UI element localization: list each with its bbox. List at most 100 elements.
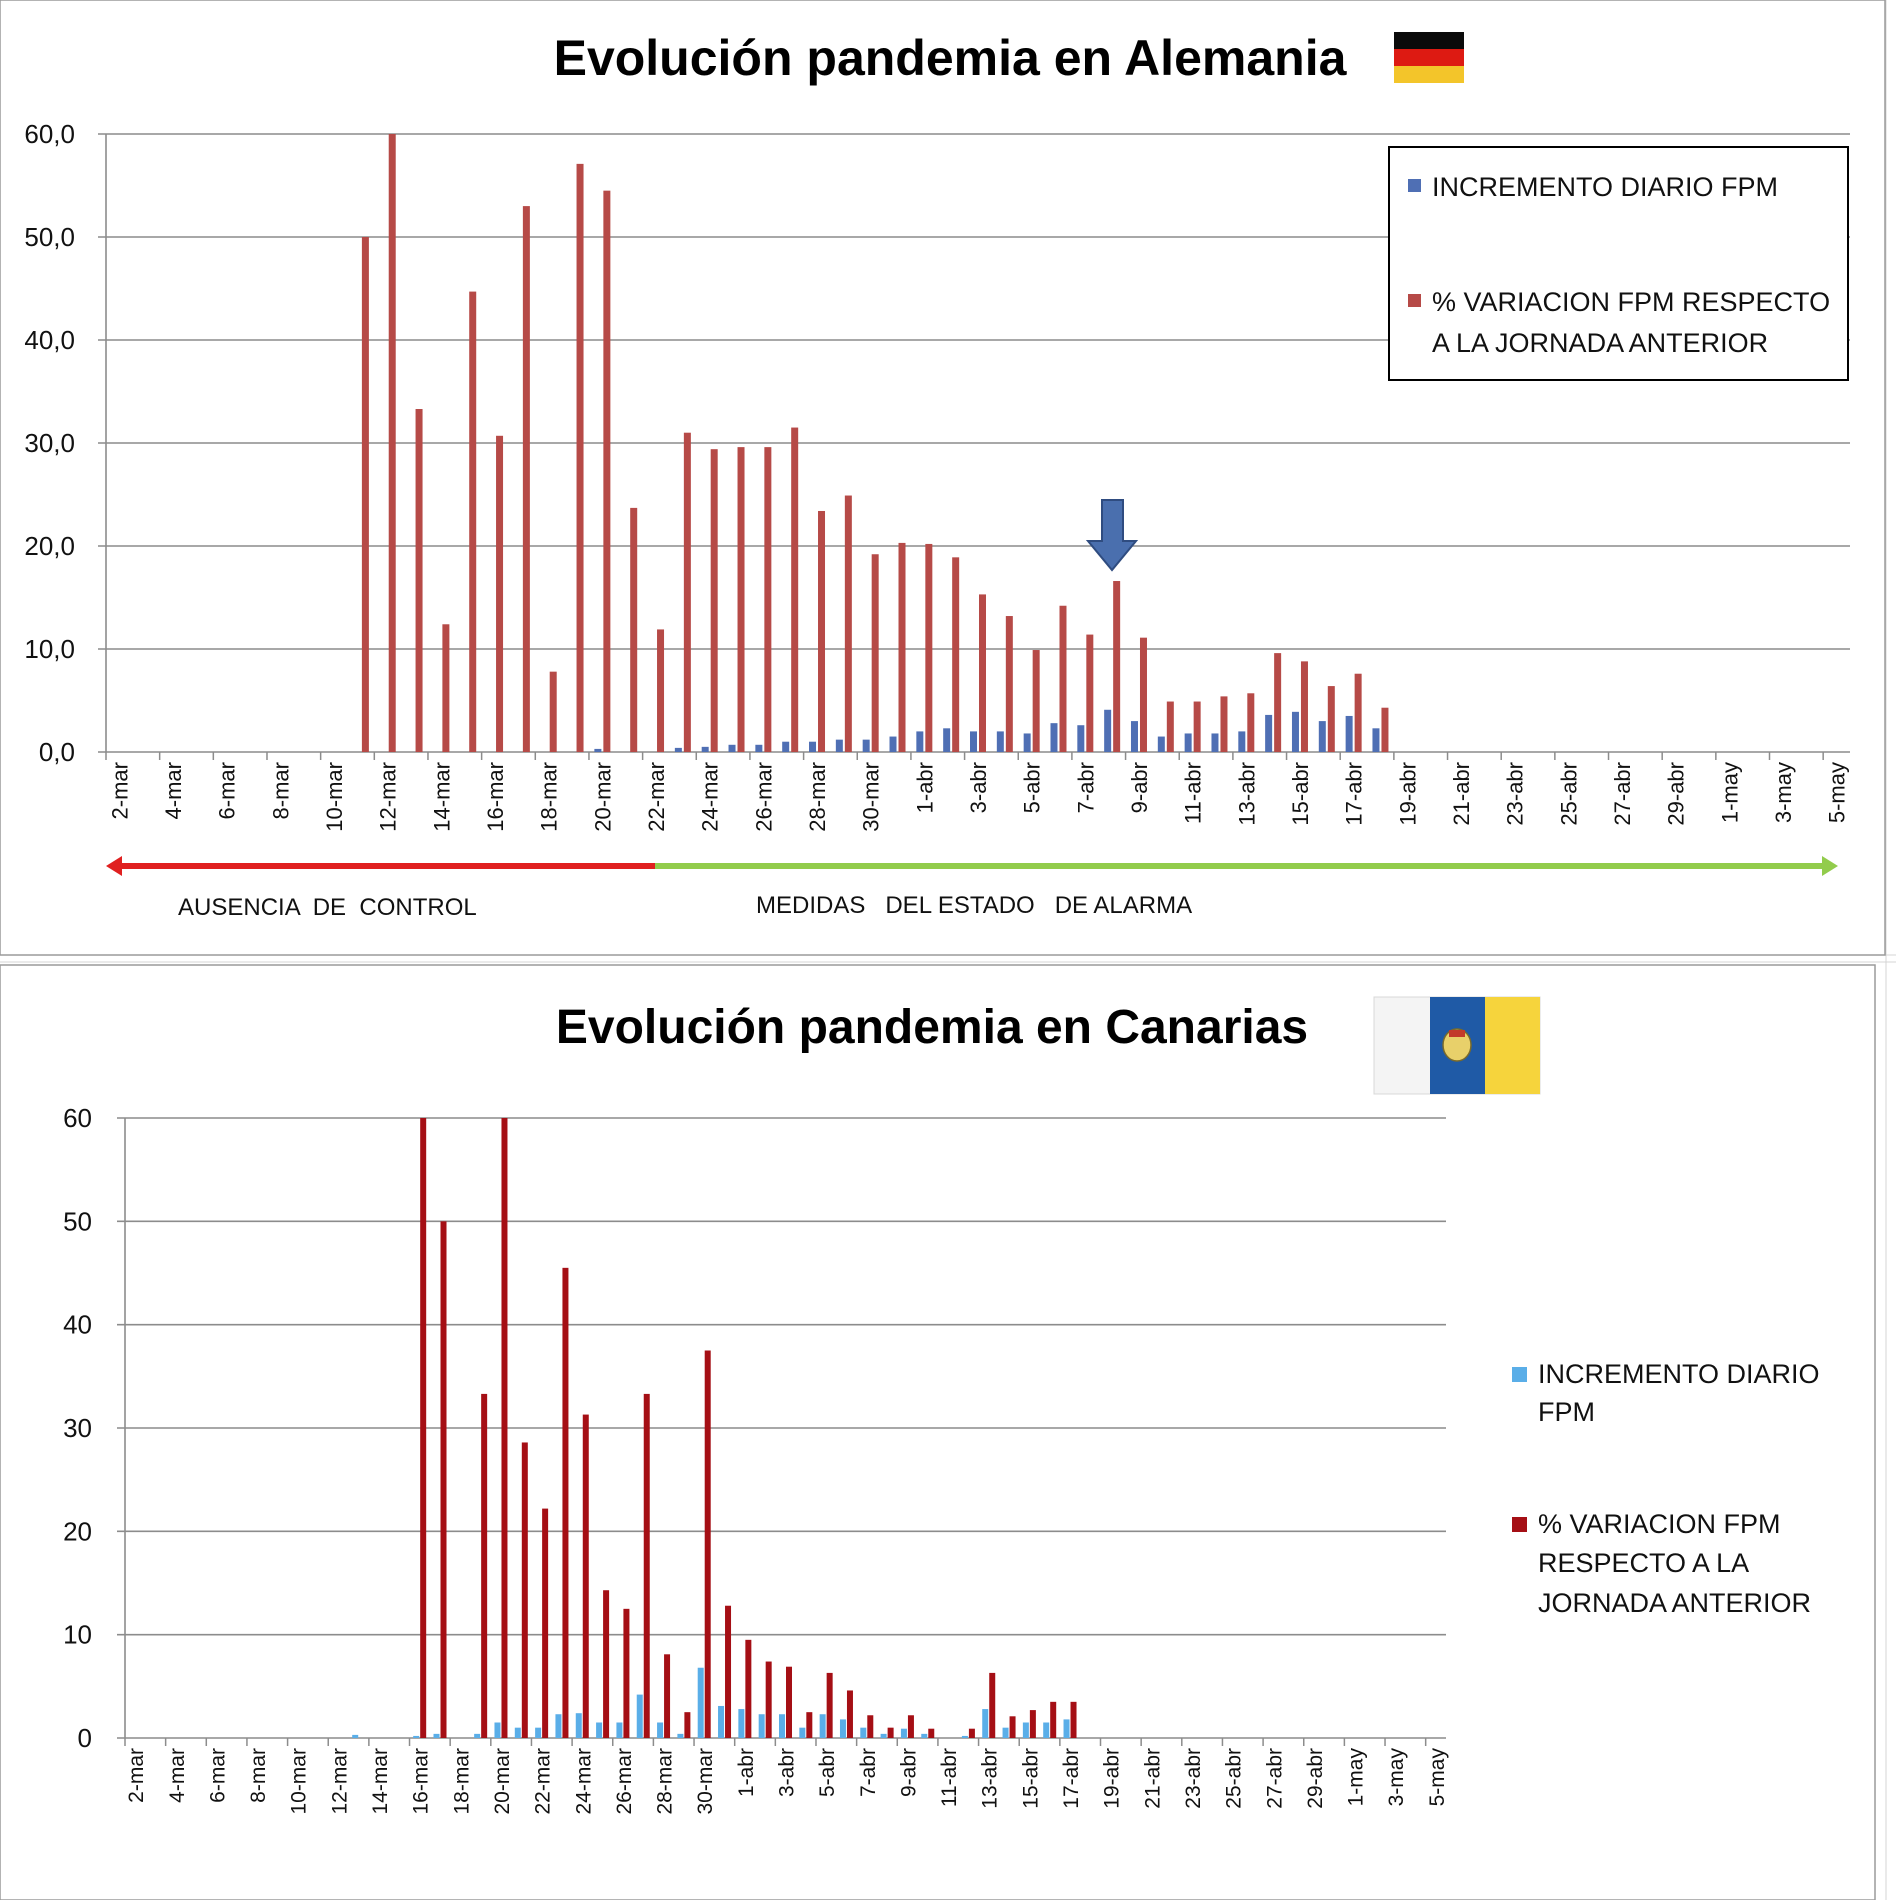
legend-label-variacion-line3: JORNADA ANTERIOR	[1538, 1588, 1811, 1618]
chart-canarias[interactable]: Evolución pandemia en Canarias 0 10 20 30 40…	[0, 964, 1876, 1900]
x-tick-label: 3-abr	[776, 1748, 799, 1797]
bar-variacion	[826, 1672, 833, 1738]
x-tick-label: 6-mar	[215, 762, 240, 819]
bar-incremento	[943, 728, 951, 752]
bar-incremento	[738, 1709, 745, 1738]
bar-incremento	[1157, 736, 1165, 752]
bar-incremento	[1372, 728, 1380, 752]
x-axis-ticks: 2-mar 4-mar 6-mar 8-mar 10-mar 12-mar 14-mar 16…	[107, 762, 1849, 832]
y-tick-label: 40,0	[24, 325, 75, 355]
bar-variacion	[1059, 605, 1067, 752]
bar-incremento	[535, 1727, 542, 1738]
bar-variacion	[442, 624, 450, 752]
bar-variacion	[898, 542, 906, 752]
bar-incremento	[514, 1727, 521, 1738]
x-tick-label: 10-mar	[322, 762, 347, 832]
bar-incremento	[862, 739, 870, 752]
x-tick-label: 5-may	[1825, 762, 1850, 823]
x-tick-label: 20-mar	[491, 1748, 514, 1815]
x-tick-label: 1-abr	[912, 762, 937, 813]
x-tick-label: 5-abr	[816, 1748, 839, 1797]
x-tick-label: 21-abr	[1449, 762, 1474, 826]
bars	[352, 1118, 1077, 1738]
bar-variacion	[1300, 661, 1308, 752]
bar-variacion	[1327, 686, 1335, 752]
x-tick-label: 15-abr	[1019, 1748, 1042, 1809]
bar-incremento	[1238, 731, 1246, 752]
bar-incremento	[916, 731, 924, 752]
bar-variacion	[818, 510, 826, 752]
y-tick-label: 20	[63, 1516, 92, 1546]
legend-swatch-incremento	[1408, 179, 1421, 192]
y-tick-label: 30	[63, 1413, 92, 1443]
bar-variacion	[562, 1267, 569, 1738]
x-tick-label: 5-abr	[1020, 762, 1045, 813]
x-tick-label: 8-mar	[268, 762, 293, 819]
x-tick-label: 7-abr	[1073, 762, 1098, 813]
bar-variacion	[1113, 581, 1121, 752]
x-tick-label: 11-abr	[938, 1748, 961, 1807]
x-tick-label: 12-mar	[376, 762, 401, 832]
x-tick-label: 3-may	[1385, 1748, 1408, 1807]
bar-incremento	[782, 741, 790, 752]
chart-title: Evolución pandemia en Canarias	[556, 1001, 1308, 1054]
legend-swatch-variacion	[1512, 1517, 1527, 1532]
bar-variacion	[1139, 637, 1147, 752]
bar-incremento	[674, 747, 682, 752]
x-tick-label: 14-mar	[429, 762, 454, 832]
bar-variacion	[603, 1590, 610, 1738]
chart-alemania[interactable]: Evolución pandemia en Alemania 0,0 10,0 20…	[0, 0, 1886, 956]
bar-variacion	[501, 1118, 508, 1738]
germany-flag	[1394, 32, 1464, 83]
x-tick-label: 16-mar	[483, 762, 508, 832]
bar-incremento	[970, 731, 977, 752]
bar-incremento	[1077, 725, 1085, 752]
bar-variacion	[496, 435, 504, 752]
legend-label-variacion-line2: RESPECTO A LA	[1538, 1548, 1749, 1578]
bar-incremento	[1184, 733, 1192, 752]
bar-variacion	[415, 409, 423, 752]
x-tick-label: 28-mar	[805, 762, 830, 832]
bar-variacion	[928, 1728, 935, 1738]
bar-variacion	[1009, 1716, 1016, 1738]
bar-variacion	[704, 1350, 711, 1738]
bar-variacion	[844, 495, 852, 752]
bar-variacion	[867, 1715, 874, 1738]
bar-variacion	[989, 1672, 996, 1738]
x-tick-label: 28-mar	[654, 1748, 677, 1815]
bar-variacion	[576, 163, 584, 752]
y-tick-label: 50,0	[24, 222, 75, 252]
x-tick-label: 11-abr	[1181, 762, 1206, 824]
bar-variacion	[1050, 1701, 1057, 1738]
bar-incremento	[594, 748, 602, 752]
bar-variacion	[582, 1414, 589, 1738]
bar-incremento	[474, 1733, 481, 1738]
canary-islands-flag	[1373, 996, 1541, 1095]
bar-incremento	[718, 1705, 725, 1738]
bar-incremento	[1104, 709, 1112, 752]
bar-variacion	[664, 1654, 671, 1738]
bar-variacion	[1220, 696, 1228, 752]
bar-incremento	[982, 1709, 989, 1738]
x-tick-label: 6-mar	[206, 1748, 229, 1803]
bar-variacion	[603, 190, 611, 752]
bar-variacion	[710, 449, 718, 752]
legend-box	[1388, 146, 1849, 381]
phase-left-label: AUSENCIA DE CONTROL	[178, 894, 477, 921]
bar-variacion	[1029, 1710, 1036, 1738]
x-tick-label: 1-may	[1345, 1748, 1368, 1807]
bar-variacion	[420, 1118, 427, 1738]
bar-incremento	[1022, 1722, 1029, 1738]
bars	[361, 134, 1389, 753]
x-tick-label: 22-mar	[532, 1748, 555, 1815]
bar-incremento	[1211, 733, 1219, 752]
x-tick-label: 3-may	[1771, 762, 1796, 823]
bar-incremento	[996, 731, 1004, 752]
bar-variacion	[968, 1728, 975, 1738]
x-tick-label: 19-abr	[1101, 1748, 1124, 1809]
bar-incremento	[755, 744, 763, 752]
bar-incremento	[352, 1734, 359, 1738]
phase-right-label: MEDIDAS DEL ESTADO DE ALARMA	[756, 892, 1192, 919]
bar-incremento	[835, 739, 843, 752]
